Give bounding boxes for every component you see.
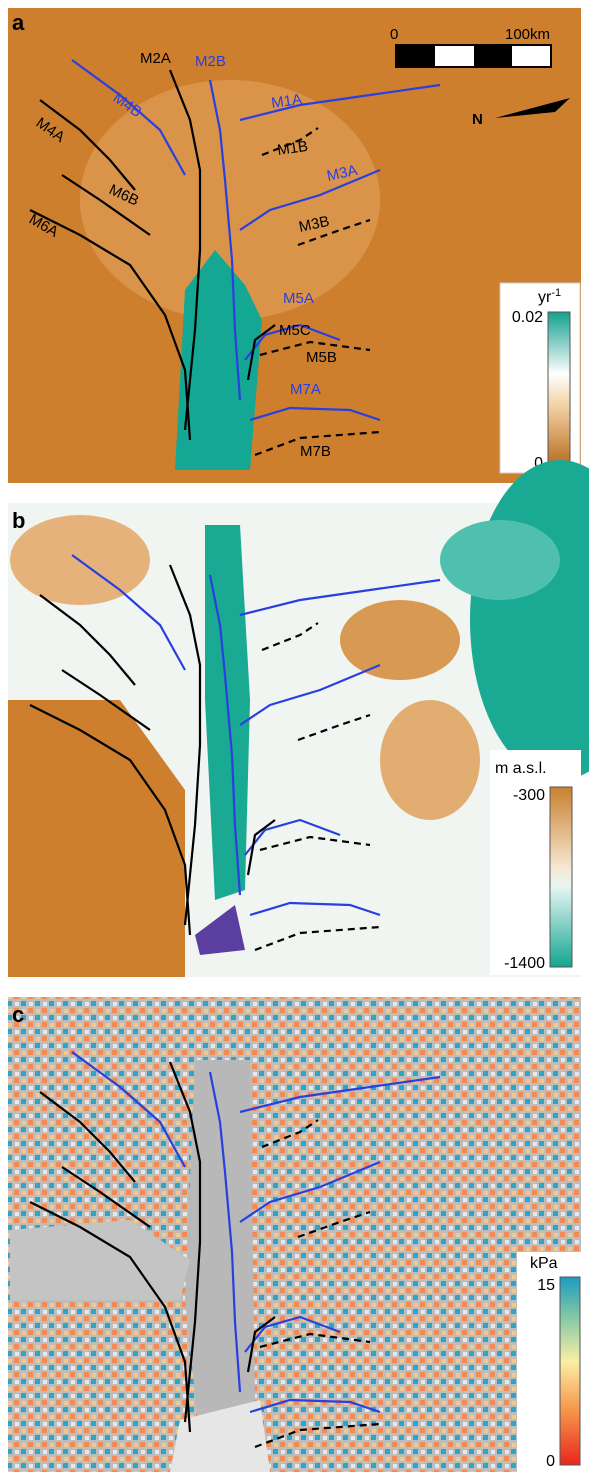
panel-label: c — [12, 1002, 24, 1027]
line-label: M2A — [140, 50, 171, 67]
colorbar-tick: 0.02 — [512, 309, 543, 326]
figure: a 0 100km N M2AM2BM4BM4AM1AM1BM3AM6BM3BM… — [0, 0, 589, 1472]
north-arrow: N — [472, 111, 483, 128]
colorbar-tick: 15 — [537, 1277, 555, 1294]
colorbar-unit: m a.s.l. — [495, 760, 547, 777]
colorbar-tick: -1400 — [504, 955, 545, 972]
line-label: M2B — [195, 53, 226, 70]
colorbar-tick: 0 — [546, 1453, 555, 1470]
line-label: M7A — [290, 381, 321, 398]
line-label: M5B — [306, 349, 337, 366]
panel-label: b — [12, 508, 25, 533]
panel-c: c kPa 15 0 — [8, 997, 581, 1472]
line-label: M7B — [300, 443, 331, 460]
scale-label: 100km — [505, 26, 550, 43]
colorbar-tick: -300 — [513, 787, 545, 804]
scale-label: 0 — [390, 26, 398, 43]
panel-b: b m a.s.l. -300 -1400 — [8, 460, 589, 977]
panel-label: a — [12, 10, 25, 35]
line-label: M5A — [283, 290, 314, 307]
colorbar-unit: kPa — [530, 1255, 558, 1272]
line-label: M5C — [279, 322, 311, 339]
